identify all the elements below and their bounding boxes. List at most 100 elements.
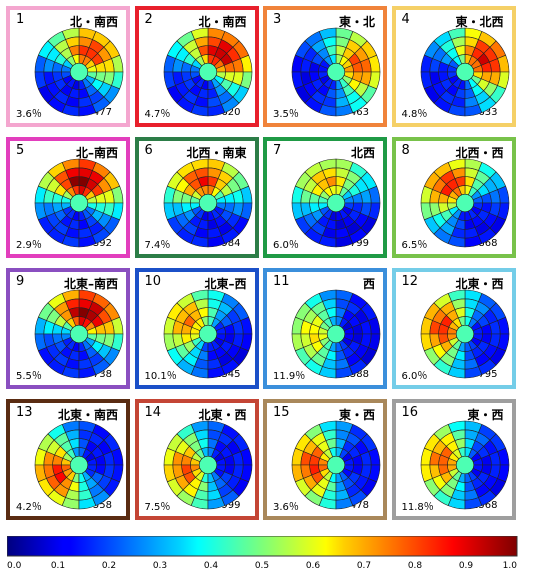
colorbar-tick-label: 0.3	[152, 561, 168, 571]
panel-count: 633	[478, 107, 498, 118]
panel-title: 北・南西	[69, 15, 118, 29]
panel-percent: 6.5％	[401, 240, 428, 251]
panel-percent: 7.5％	[144, 502, 171, 513]
colorbar-tick-label: 1.0	[502, 561, 517, 571]
heatmap-cell	[111, 464, 124, 483]
colorbar-tick-label: 0.9	[458, 561, 474, 571]
panel-count: 999	[221, 500, 241, 511]
panel-count: 799	[349, 238, 369, 249]
panel-number: 11	[273, 274, 290, 289]
panel-number: 15	[273, 405, 290, 420]
panel-number: 12	[401, 274, 419, 289]
panel-4: 4 東・北西 4.8％ 633	[391, 6, 516, 127]
panel-title: 東・西	[467, 408, 504, 422]
panel-title: 東・北西	[455, 15, 504, 29]
panel-count: 868	[478, 238, 498, 249]
panel-title: 北西・西	[455, 146, 504, 160]
panel-count: 984	[221, 238, 241, 249]
polar-heatmap	[34, 158, 124, 248]
heatmap-cell	[239, 464, 252, 483]
panel-percent: 3.6％	[16, 109, 42, 120]
heatmap-cell	[368, 333, 381, 352]
panel-count: 1568	[472, 500, 498, 511]
panel-12: 12 北東・西 6.0％ 795	[391, 268, 516, 389]
panel-number: 9	[16, 274, 25, 289]
polar-heatmap	[420, 289, 509, 379]
heatmap-cell	[496, 464, 509, 483]
heatmap-cell	[111, 202, 124, 221]
colorbar-tick-label: 0.6	[305, 561, 321, 571]
panel-percent: 4.8％	[401, 109, 428, 120]
colorbar-tick-label: 0.1	[50, 561, 66, 571]
panel-percent: 11.8％	[401, 502, 434, 513]
colorbar-tick-label: 0.7	[356, 561, 372, 571]
panel-count: 558	[92, 500, 112, 511]
panel-percent: 4.2％	[16, 502, 42, 513]
panel-title: 東・北	[338, 15, 375, 29]
heatmap-cell	[239, 71, 252, 90]
polar-heatmap	[34, 27, 124, 117]
polar-heatmap	[420, 158, 509, 248]
panel-percent: 11.9％	[273, 371, 306, 382]
panel-count: 477	[92, 107, 112, 118]
panel-9: 9 北東–南西 5.5％ 738	[6, 268, 130, 389]
panel-13: 13 北東・南西 4.2％ 558	[6, 399, 130, 520]
heatmap-cell	[368, 202, 381, 221]
panel-8: 8 北西・西 6.5％ 868	[391, 137, 516, 258]
panel-number: 2	[144, 12, 153, 27]
panel-number: 16	[401, 405, 419, 420]
panel-percent: 6.0％	[401, 371, 428, 382]
polar-heatmap	[163, 27, 252, 117]
panel-percent: 4.7％	[144, 109, 171, 120]
colorbar-tick-label: 0.0	[7, 561, 22, 571]
colorbar-gradient	[7, 536, 518, 557]
panel-16: 16 東・西 11.8％ 1568	[391, 399, 516, 520]
panel-percent: 2.9％	[16, 240, 42, 251]
panel-11: 11 西 11.9％ 1588	[263, 268, 387, 389]
polar-heatmap	[163, 158, 252, 248]
polar-heatmap	[163, 420, 252, 510]
colorbar-tick-label: 0.2	[101, 561, 117, 571]
panel-3: 3 東・北 3.5％ 463	[263, 6, 387, 127]
heatmap-cell	[496, 71, 509, 90]
panel-15: 15 東・西 3.6％ 478	[263, 399, 387, 520]
heatmap-cell	[496, 202, 509, 221]
colorbar	[7, 536, 518, 557]
panel-count: 738	[92, 369, 112, 380]
panel-title: 北西・南東	[186, 146, 247, 160]
heatmap-cell	[239, 333, 252, 352]
panel-number: 13	[16, 405, 33, 420]
panel-title: 北東・西	[198, 408, 247, 422]
colorbar-tick-label: 0.4	[203, 561, 219, 571]
panel-title: 北東・南西	[57, 408, 118, 422]
panel-2: 2 北・南西 4.7％ 620	[134, 6, 259, 127]
panel-10: 10 北東–西 10.1％ 1345	[134, 268, 259, 389]
panel-title: 西	[362, 277, 375, 291]
panel-1: 1 北・南西 3.6％ 477	[6, 6, 130, 127]
panel-6: 6 北西・南東 7.4％ 984	[134, 137, 259, 258]
panel-count: 478	[349, 500, 369, 511]
panel-percent: 5.5％	[16, 371, 42, 382]
panel-number: 1	[16, 12, 25, 27]
panel-number: 14	[144, 405, 162, 420]
panel-percent: 6.0％	[273, 240, 299, 251]
polar-heatmap	[420, 420, 509, 510]
polar-heatmap	[420, 27, 509, 117]
panel-count: 1345	[215, 369, 241, 380]
panel-5: 5 北–南西 2.9％ 392	[6, 137, 130, 258]
panel-title: 北東–南西	[63, 277, 118, 291]
panel-count: 463	[349, 107, 369, 118]
panel-number: 5	[16, 143, 25, 158]
polar-heatmap	[291, 158, 381, 248]
polar-heatmap	[34, 420, 124, 510]
panel-7: 7 北西 6.0％ 799	[263, 137, 387, 258]
polar-heatmap	[291, 420, 381, 510]
panel-number: 6	[144, 143, 153, 158]
panel-title: 北東–西	[204, 277, 247, 291]
polar-heatmap	[34, 289, 124, 379]
colorbar-tick-label: 0.8	[407, 561, 423, 571]
heatmap-cell	[111, 71, 124, 90]
heatmap-cell	[368, 464, 381, 483]
panel-percent: 3.6％	[273, 502, 299, 513]
polar-heatmap	[163, 289, 252, 379]
